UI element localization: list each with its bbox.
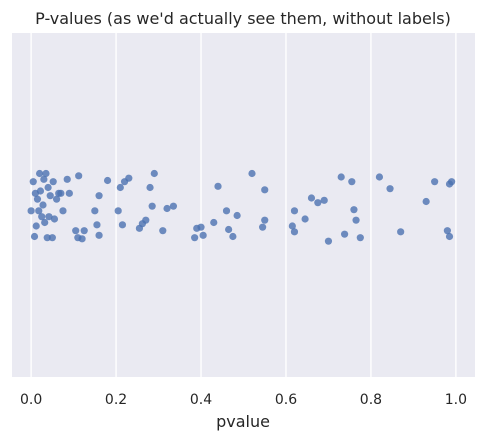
data-point	[356, 234, 364, 242]
data-point	[169, 202, 178, 210]
x-gridlines	[30, 33, 457, 377]
data-point	[30, 232, 39, 241]
data-point	[36, 187, 45, 195]
plot-area	[12, 33, 475, 377]
data-point	[352, 216, 360, 224]
data-point	[448, 178, 456, 186]
data-point	[210, 218, 218, 227]
data-point	[191, 234, 199, 242]
x-tick-label: 0.8	[360, 392, 382, 408]
data-point	[95, 231, 103, 239]
data-point	[59, 207, 67, 215]
data-point	[225, 225, 233, 234]
data-point	[32, 222, 40, 230]
data-point	[148, 202, 156, 210]
data-point	[301, 215, 309, 223]
data-point	[290, 228, 299, 236]
data-point	[53, 195, 61, 203]
data-point	[324, 237, 333, 245]
data-point	[375, 173, 384, 181]
data-point	[422, 197, 430, 206]
x-tick-labels: 0.0 0.2 0.4 0.6 0.8 1.0	[20, 392, 467, 408]
data-point	[80, 227, 88, 235]
x-tick-label: 1.0	[445, 392, 467, 408]
data-point	[431, 178, 439, 186]
data-point	[48, 234, 56, 242]
data-point	[199, 231, 207, 239]
data-point	[65, 189, 73, 197]
data-point	[35, 207, 43, 215]
data-point	[29, 178, 37, 186]
x-tick-label: 0.6	[275, 392, 297, 408]
data-point	[222, 207, 231, 215]
x-tick-label: 0.4	[190, 392, 212, 408]
data-point	[150, 169, 158, 178]
data-point	[46, 192, 54, 200]
data-point	[33, 195, 42, 203]
data-point	[103, 176, 112, 185]
data-point	[91, 207, 99, 215]
data-point	[214, 182, 222, 190]
data-point	[261, 216, 269, 224]
data-point	[229, 232, 237, 241]
data-point	[233, 211, 241, 220]
data-point	[27, 207, 35, 215]
data-point	[159, 227, 167, 235]
data-point	[36, 169, 44, 178]
chart-title: P-values (as we'd actually see them, wit…	[35, 9, 451, 28]
data-point	[340, 230, 349, 238]
data-point	[114, 207, 122, 215]
data-point	[443, 227, 451, 235]
data-point	[288, 222, 296, 230]
data-point	[320, 196, 328, 204]
data-point	[337, 173, 345, 181]
data-point	[386, 185, 394, 193]
data-point	[49, 178, 57, 186]
data-point	[314, 199, 322, 207]
data-point	[45, 213, 53, 221]
x-tick-label: 0.0	[20, 392, 42, 408]
x-tick-label: 0.2	[105, 392, 127, 408]
data-point	[38, 213, 46, 221]
data-point	[348, 178, 356, 186]
data-point	[397, 228, 405, 236]
data-points	[27, 169, 456, 245]
data-point	[39, 201, 47, 209]
data-point	[75, 172, 83, 180]
data-point	[116, 183, 124, 192]
data-point	[350, 206, 358, 214]
data-point	[41, 218, 49, 227]
data-point	[146, 183, 154, 192]
data-point	[42, 169, 50, 178]
data-point	[142, 216, 150, 224]
data-point	[95, 192, 103, 200]
data-point	[93, 221, 101, 229]
data-point	[50, 215, 59, 223]
data-point	[261, 186, 269, 194]
data-point	[445, 232, 454, 241]
data-point	[197, 223, 205, 231]
data-point	[40, 175, 48, 183]
data-point	[118, 221, 127, 229]
x-axis-label: pvalue	[216, 412, 270, 431]
data-point	[43, 234, 51, 242]
data-point	[163, 204, 171, 213]
data-point	[63, 175, 71, 183]
data-point	[290, 207, 299, 215]
data-point	[248, 169, 256, 178]
data-point	[78, 235, 86, 243]
data-point	[72, 227, 80, 235]
data-point	[307, 194, 316, 202]
data-point	[125, 174, 133, 182]
data-point	[57, 189, 65, 197]
data-point	[259, 223, 267, 231]
data-point	[44, 183, 52, 192]
